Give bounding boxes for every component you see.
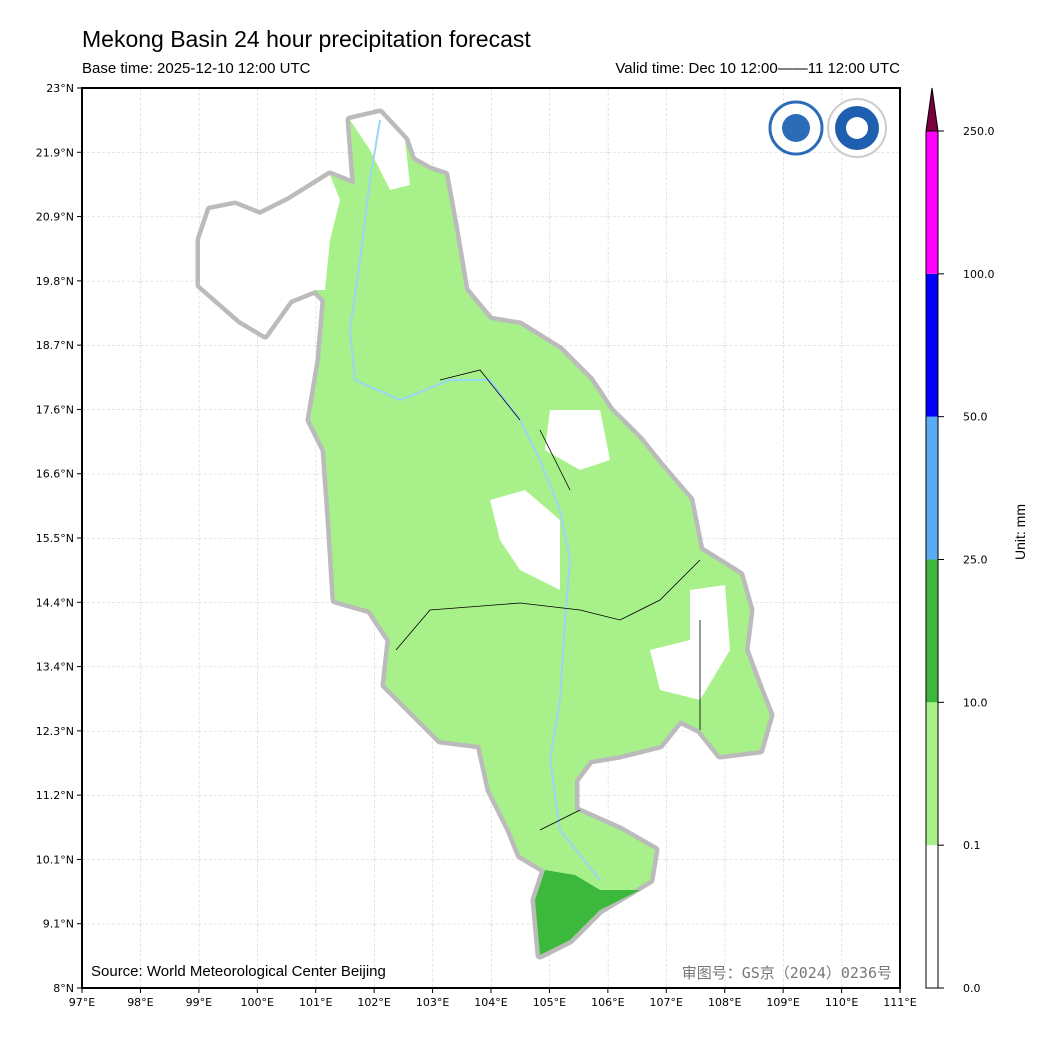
- y-tick-label: 12.3°N: [36, 725, 74, 738]
- y-tick-label: 16.6°N: [36, 468, 74, 481]
- no-precip-north: [350, 113, 410, 190]
- y-tick-label: 13.4°N: [36, 661, 74, 674]
- x-tick-label: 109°E: [766, 996, 799, 1009]
- colorbar-level-label: 0.0: [963, 982, 981, 995]
- colorbar-level-label: 0.1: [963, 839, 981, 852]
- y-tick-label: 20.9°N: [36, 211, 74, 224]
- y-tick-label: 9.1°N: [43, 918, 74, 931]
- colorbar-segment: [926, 845, 938, 988]
- y-tick-label: 11.2°N: [36, 789, 74, 802]
- y-tick-label: 23°N: [46, 82, 74, 95]
- y-tick-label: 21.9°N: [36, 146, 74, 159]
- x-tick-label: 106°E: [591, 996, 624, 1009]
- y-tick-label: 17.6°N: [36, 403, 74, 416]
- colorbar-segment: [926, 702, 938, 846]
- y-tick-label: 10.1°N: [36, 853, 74, 866]
- precip-moderate-delta: [535, 870, 640, 955]
- country-borders: [395, 369, 701, 831]
- x-tick-label: 101°E: [299, 996, 332, 1009]
- colorbar-segment: [926, 273, 938, 417]
- no-precip-southeast: [650, 585, 730, 700]
- colorbar-level-label: 100.0: [963, 268, 995, 281]
- x-tick-label: 110°E: [825, 996, 858, 1009]
- mekong-basin: [195, 108, 775, 960]
- colorbar-extend-arrow: [925, 87, 939, 132]
- y-tick-label: 14.4°N: [36, 596, 74, 609]
- colorbar-level-label: 50.0: [963, 411, 988, 424]
- colorbar-level-label: 10.0: [963, 696, 988, 709]
- logos: [768, 98, 887, 158]
- y-tick-label: 15.5°N: [36, 532, 74, 545]
- valid-time: Valid time: Dec 10 12:00——11 12:00 UTC: [615, 60, 900, 77]
- x-tick-label: 103°E: [416, 996, 449, 1009]
- base-time: Base time: 2025-12-10 12:00 UTC: [82, 60, 311, 77]
- colorbar: 0.0 0.1 10.0 25.0 50.0 100.0 250.0: [925, 87, 995, 995]
- y-tick-label: 18.7°N: [36, 339, 74, 352]
- review-number: 审图号：GS京（2024）0236号: [681, 964, 892, 982]
- colorbar-level-label: 25.0: [963, 554, 988, 567]
- x-tick-label: 104°E: [474, 996, 507, 1009]
- x-tick-label: 99°E: [186, 996, 212, 1009]
- x-tick-label: 98°E: [127, 996, 153, 1009]
- wmo-globe-icon: [782, 114, 810, 142]
- cma-logo-inner: [846, 117, 868, 139]
- precip-light-area: [200, 113, 770, 955]
- colorbar-segment: [926, 559, 938, 703]
- no-precip-center: [490, 490, 560, 590]
- no-precip-east: [545, 410, 610, 470]
- x-tick-label: 100°E: [241, 996, 274, 1009]
- source-label: Source: World Meteorological Center Beij…: [91, 963, 386, 980]
- x-tick-label: 111°E: [883, 996, 916, 1009]
- y-tick-label: 19.8°N: [36, 275, 74, 288]
- colorbar-segment: [926, 416, 938, 560]
- x-tick-label: 108°E: [708, 996, 741, 1009]
- colorbar-level-label: 250.0: [963, 125, 995, 138]
- x-tick-label: 105°E: [533, 996, 566, 1009]
- x-tick-label: 97°E: [69, 996, 95, 1009]
- x-tick-label: 102°E: [357, 996, 390, 1009]
- y-tick-label: 8°N: [53, 982, 74, 995]
- axis-ticks: 97°E 98°E 99°E 100°E 101°E 102°E 103°E 104°E 105…: [36, 82, 917, 1009]
- no-precip-northwest: [200, 175, 340, 335]
- colorbar-unit-label: Unit: mm: [1012, 504, 1028, 560]
- colorbar-segment: [926, 131, 938, 274]
- x-tick-label: 107°E: [650, 996, 683, 1009]
- map-title: Mekong Basin 24 hour precipitation forec…: [82, 26, 531, 52]
